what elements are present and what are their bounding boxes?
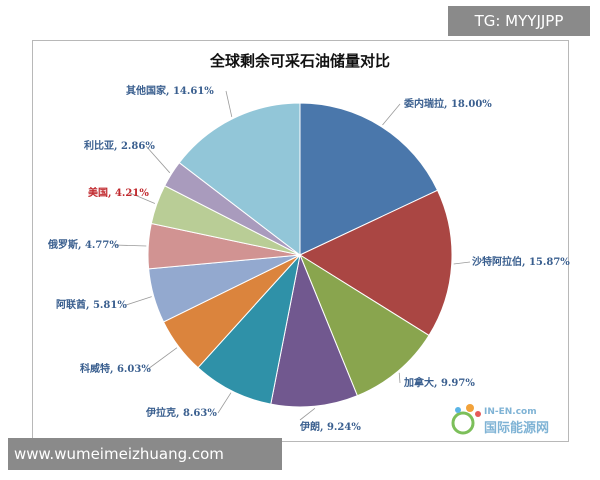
watermark-bottom: www.wumeimeizhuang.com — [8, 438, 282, 470]
leader-line — [125, 296, 152, 306]
pie-slice — [299, 102, 439, 256]
logo-dot-orange-icon — [466, 404, 474, 412]
in-en-logo: IN-EN.com 国际能源网 — [451, 404, 549, 436]
leader-line — [129, 192, 156, 204]
slice-label: 俄罗斯, 4.77% — [47, 238, 119, 251]
slice-label: 委内瑞拉, 18.00% — [403, 97, 492, 110]
pie-slice — [298, 253, 430, 397]
logo-dot-blue-icon — [455, 407, 461, 413]
slice-label: 伊朗, 9.24% — [299, 420, 361, 433]
watermark-top: TG: MYYJJPP — [448, 6, 590, 36]
logo-line2: 国际能源网 — [484, 420, 549, 436]
slice-label: 科威特, 6.03% — [80, 362, 151, 375]
slice-label: 美国, 4.21% — [88, 186, 149, 199]
slice-labels: 委内瑞拉, 18.00% 沙特阿拉伯, 15.87% 加拿大, 9.97% 伊朗, 9… — [47, 84, 570, 433]
pie-slice — [197, 253, 301, 405]
leader-line — [147, 347, 178, 370]
logo-line1: IN-EN.com — [484, 407, 537, 417]
slice-label: 阿联酋, 5.81% — [56, 298, 127, 311]
leader-line — [145, 145, 171, 174]
leader-lines — [113, 90, 471, 421]
pie-slices — [147, 102, 453, 408]
leader-line — [299, 407, 316, 421]
leader-line — [398, 372, 401, 384]
leader-line — [382, 103, 401, 126]
leader-line — [453, 261, 471, 265]
logo-dot-red-icon — [475, 411, 481, 417]
chart-title: 全球剩余可采石油储量对比 — [209, 52, 390, 70]
pie-slice — [298, 189, 453, 337]
slice-label: 加拿大, 9.97% — [403, 376, 475, 389]
slice-label: 伊拉克, 8.63% — [145, 406, 217, 419]
slice-label: 其他国家, 14.61% — [126, 84, 214, 97]
pie-slice — [178, 102, 301, 257]
leader-line — [217, 392, 232, 414]
leader-line — [225, 90, 233, 117]
slice-label: 利比亚, 2.86% — [84, 139, 155, 152]
leader-line — [113, 244, 147, 247]
slice-label: 沙特阿拉伯, 15.87% — [472, 255, 570, 268]
logo-ring-icon — [451, 411, 475, 435]
pie-slice — [270, 253, 359, 408]
